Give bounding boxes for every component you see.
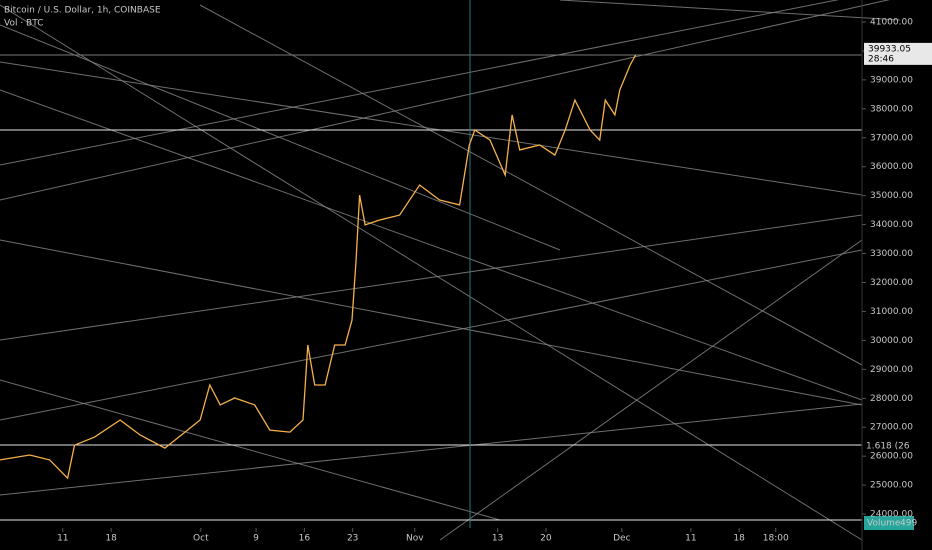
volume-badge [864,516,914,530]
y-tick-label: 39000.00 [870,75,913,85]
trend-line [0,24,561,251]
y-tick-label: 31000.00 [870,307,913,317]
trend-line [439,239,863,541]
volume-label: Volume [867,519,901,529]
x-tick-label: Oct [193,534,209,544]
y-tick-label: 37000.00 [870,133,913,143]
trend-line [0,403,863,496]
trend-line [0,4,863,541]
y-tick-label: 34000.00 [870,220,913,230]
y-tick-label: 24000.00 [870,510,913,520]
trend-line [0,0,840,166]
trend-line [0,0,890,201]
fib-label: 1.618 (26 [866,442,910,452]
trend-line [199,4,863,366]
x-tick-label: Nov [406,534,424,544]
y-tick-label: 30000.00 [870,336,913,346]
y-tick-label: 25000.00 [870,481,913,491]
x-tick-label: 23 [347,534,358,544]
y-tick-label: 27000.00 [870,423,913,433]
y-tick-label: 29000.00 [870,365,913,375]
y-tick-label: 35000.00 [870,191,913,201]
y-tick-label: 28000.00 [870,394,913,404]
y-tick-label: 36000.00 [870,162,913,172]
countdown: 28:46 [868,54,894,64]
y-tick-label: 33000.00 [870,249,913,259]
y-tick-label: 38000.00 [870,104,913,114]
y-tick-label: 32000.00 [870,278,913,288]
trend-line [0,214,863,341]
x-tick-label: 13 [492,534,503,544]
last-price: 39933.05 [868,44,911,54]
x-tick-label: 9 [253,534,259,544]
trend-line [0,61,863,196]
x-tick-label: 18 [105,534,117,544]
volume-value: 499 [900,519,917,529]
indicator-label: Vol · BTC [4,19,43,29]
last-price-box [864,42,932,65]
chart-title: Bitcoin / U.S. Dollar, 1h, COINBASE [4,6,161,16]
x-tick-label: 11 [57,534,68,544]
trend-line [559,0,901,21]
x-tick-label: 11 [685,534,696,544]
x-tick-label: 18 [733,534,745,544]
trend-line [0,249,863,421]
trend-line [0,379,501,521]
trend-line [0,89,863,401]
x-tick-label: 16 [299,534,311,544]
price-line [0,54,637,480]
x-tick-label: Dec [613,534,630,544]
x-tick-label: 18:00 [763,534,789,544]
y-tick-label: 26000.00 [870,452,913,462]
x-tick-label: 20 [540,534,552,544]
trend-line [0,239,863,406]
y-tick-label: 41000.00 [870,17,913,27]
